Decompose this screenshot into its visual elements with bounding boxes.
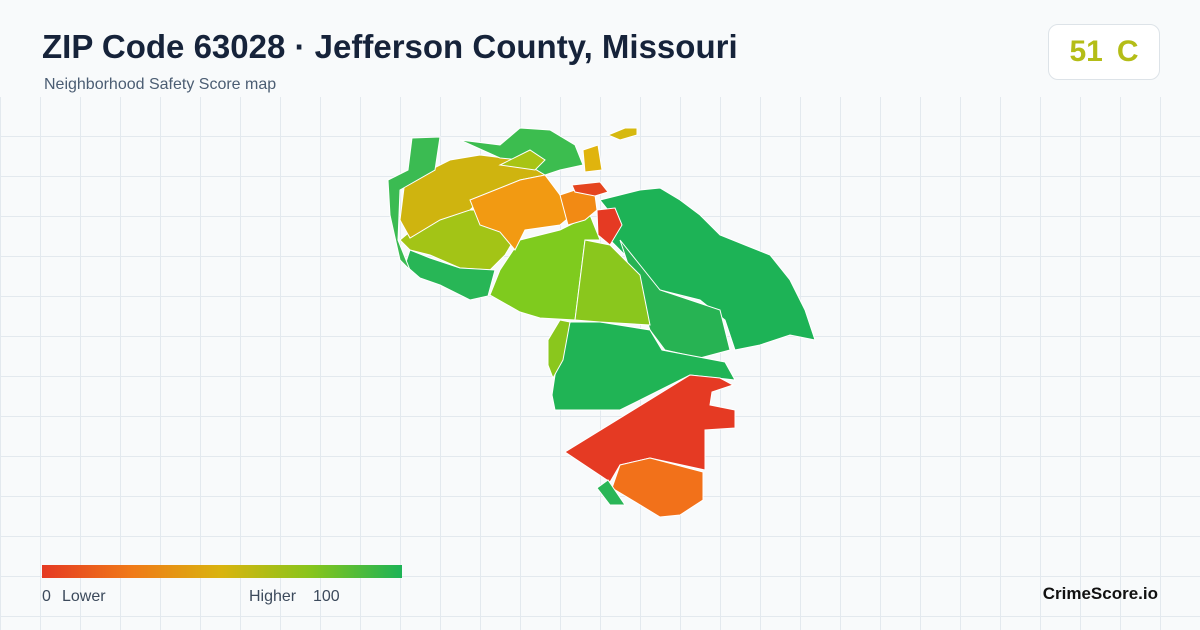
- region: [606, 127, 638, 141]
- title: ZIP Code 63028 · Jefferson County, Misso…: [42, 28, 738, 65]
- score: 51: [1069, 35, 1103, 68]
- region: [574, 239, 651, 326]
- region: [596, 207, 623, 246]
- region: [571, 181, 609, 197]
- legend-min-label: Lower: [62, 588, 106, 605]
- brand: CrimeScore.io: [1042, 584, 1158, 603]
- legend-max-label: Higher: [249, 588, 297, 605]
- region: [611, 457, 704, 518]
- region: [498, 149, 546, 171]
- region: [582, 144, 603, 173]
- region: [547, 319, 571, 380]
- subtitle: Neighborhood Safety Score map: [44, 76, 277, 93]
- region: [404, 249, 496, 301]
- legend-gradient: [42, 565, 402, 578]
- region: [387, 136, 441, 271]
- regions: [387, 127, 816, 518]
- region: [596, 479, 626, 506]
- legend-min: 0: [42, 588, 51, 605]
- legend-max: 100: [313, 588, 340, 605]
- grade: C: [1116, 35, 1139, 68]
- region: [469, 174, 573, 251]
- score-badge: 51 C: [1048, 24, 1160, 80]
